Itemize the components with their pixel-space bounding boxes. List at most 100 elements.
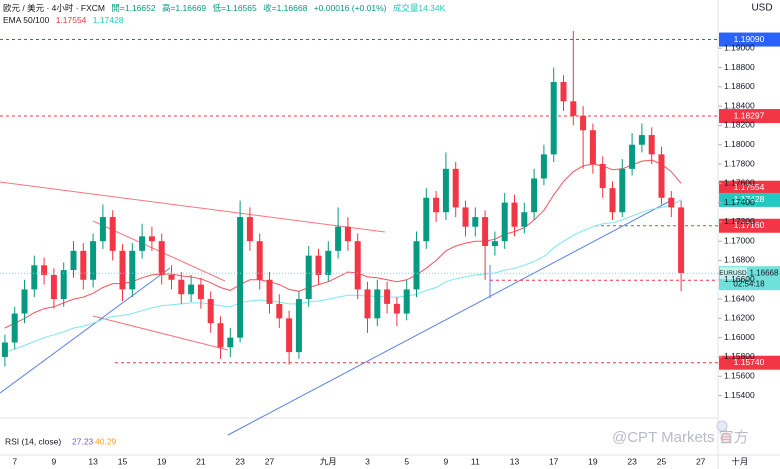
candle-body <box>354 241 361 290</box>
price-label: 1.17160 <box>734 220 765 230</box>
icon <box>716 420 728 432</box>
price-label: 1.15740 <box>734 357 765 367</box>
candle-body <box>227 337 234 348</box>
last-price-label: 1.16668 <box>750 268 779 277</box>
rsi-value: 27.23 <box>72 436 94 446</box>
candle-body <box>658 154 665 198</box>
y-tick-label: 1.15600 <box>724 370 755 380</box>
y-tick-label: 1.16000 <box>724 332 755 342</box>
indicator: EMA 50/100 <box>3 15 50 25</box>
candle-body <box>511 202 518 227</box>
ohlc: 高=1.16669 <box>161 3 207 13</box>
ema-line <box>4 199 682 353</box>
rsi-label: RSI (14, close) <box>5 436 61 446</box>
candle-body <box>197 284 204 300</box>
candle-body <box>266 279 273 304</box>
change: +0.00016 (+0.01%) <box>313 3 387 13</box>
candle-body <box>256 241 263 280</box>
y-tick-label: 1.17800 <box>724 158 755 168</box>
currency: USD <box>751 3 772 14</box>
x-tick-label: 21 <box>196 456 206 466</box>
x-tick-label: 11 <box>471 456 480 466</box>
indicator-value: 1.17554 <box>55 15 87 25</box>
candle-body <box>393 303 400 314</box>
x-tick-label: 3 <box>365 456 370 466</box>
x-tick-label: 27 <box>265 456 275 466</box>
ohlc: 收=1.16668 <box>263 3 308 13</box>
price-label: 1.17428 <box>734 194 765 204</box>
y-tick-label: 1.18600 <box>724 81 755 91</box>
x-tick-label: 9 <box>444 456 449 466</box>
candle-body <box>452 168 459 208</box>
candle-body <box>501 202 508 242</box>
candle-body <box>119 250 126 290</box>
y-tick-label: 1.16200 <box>724 313 755 323</box>
y-tick-label: 1.17000 <box>724 235 755 245</box>
candle-body <box>158 241 165 275</box>
candle-body <box>384 289 391 304</box>
candle-body <box>139 236 146 251</box>
ohlc: 低=1.16565 <box>212 3 257 13</box>
price-label-box <box>719 32 780 47</box>
candle-body <box>472 217 479 227</box>
header-line: 欧元 / 美元 · 4小时 · FXCM 開=1.16652 高=1.16669… <box>3 2 449 14</box>
ema-line <box>4 159 682 329</box>
x-tick-label: 9 <box>52 456 57 466</box>
x-tick-label: 15 <box>118 456 128 466</box>
candle-body <box>609 188 616 213</box>
candle-body <box>629 144 636 169</box>
candle-body <box>521 212 528 227</box>
x-tick-label: 九月 <box>320 456 337 466</box>
candle-body <box>207 299 214 324</box>
plot <box>0 30 718 367</box>
y-tick-label: 1.16400 <box>724 293 755 303</box>
x-tick-label: 25 <box>657 456 667 466</box>
candle-body <box>462 207 469 227</box>
y-tick-label: 1.17400 <box>724 197 755 207</box>
rsi-value: 40.29 <box>95 436 117 446</box>
candle-body <box>550 82 557 155</box>
price-label-box <box>719 180 780 195</box>
candle-body <box>50 274 57 300</box>
header: 欧元 / 美元 · 4小时 · FXCM 開=1.16652 高=1.16669… <box>3 2 449 26</box>
candle-body <box>80 250 87 280</box>
candle-body <box>580 115 587 131</box>
candle-body <box>41 265 48 275</box>
indicator-value: 1.17428 <box>92 15 124 25</box>
candle-body <box>364 289 371 319</box>
candle-body <box>619 168 626 213</box>
candle-body <box>276 303 283 319</box>
candle-body <box>295 299 302 353</box>
candle-body <box>178 279 185 295</box>
y-tick-label: 1.17200 <box>724 216 755 226</box>
y-tick-label: 1.18200 <box>724 120 755 130</box>
candle-body <box>374 289 381 319</box>
y-tick-label: 1.15400 <box>724 390 755 400</box>
candle-body <box>31 265 38 290</box>
y-tick-label: 1.15800 <box>724 351 755 361</box>
candle-body <box>129 250 136 290</box>
candle-body <box>491 241 498 246</box>
candle-body <box>90 241 97 280</box>
trendline <box>0 267 171 394</box>
symbol-box <box>720 267 747 280</box>
x-tick-label: 17 <box>549 456 559 466</box>
candle-body <box>11 313 18 343</box>
candle-body <box>286 318 293 353</box>
y-tick-label: 1.18000 <box>724 139 755 149</box>
x-tick-label: 19 <box>588 456 598 466</box>
flag-icons <box>716 420 732 444</box>
candle-body <box>148 236 155 242</box>
candle-body <box>21 289 28 314</box>
price-label-box <box>719 218 780 233</box>
price-labels: 1.190901.182971.171601.165951.157401.175… <box>719 32 780 370</box>
candle-body <box>589 130 596 164</box>
candle-body <box>668 197 675 208</box>
volume: 成交量14.34K <box>392 3 446 13</box>
trendline <box>0 181 386 233</box>
candle-body <box>109 217 116 251</box>
candle-body <box>540 154 547 179</box>
price-label: 1.17554 <box>734 182 765 192</box>
price-label: 1.18297 <box>734 110 765 120</box>
